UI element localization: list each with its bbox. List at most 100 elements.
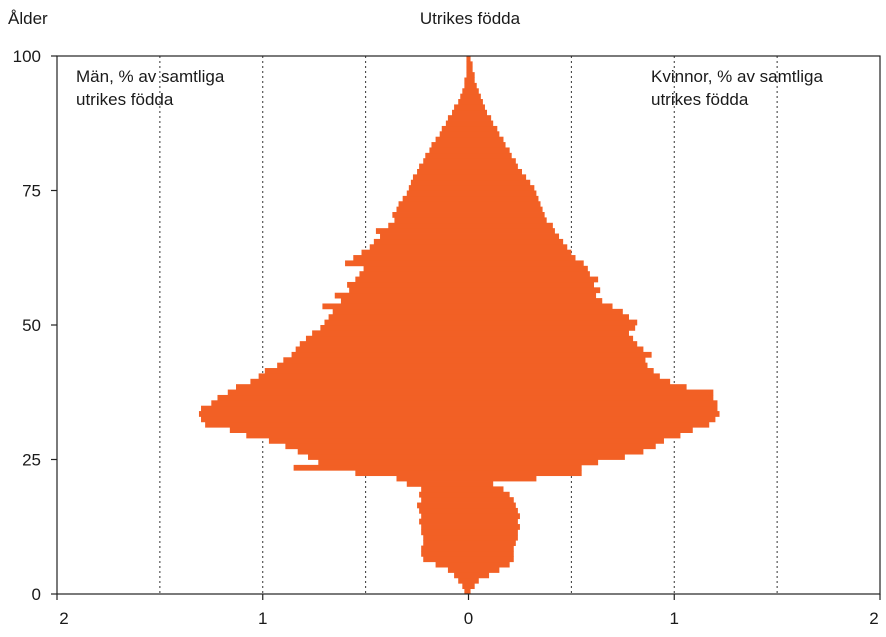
bar-right-age-72: [468, 201, 541, 208]
left-series-label-line2: utrikes födda: [76, 90, 174, 109]
bar-right-age-65: [468, 238, 564, 245]
bar-left-age-90: [454, 104, 469, 111]
x-tick-label-2: 0: [464, 609, 473, 628]
bar-right-age-36: [468, 394, 714, 401]
bar-left-age-63: [361, 249, 469, 256]
bar-right-age-56: [468, 287, 601, 294]
bar-left-age-19: [421, 486, 469, 493]
bar-right-age-93: [468, 88, 479, 95]
bar-left-age-86: [441, 125, 469, 132]
bar-left-age-48: [312, 330, 469, 337]
bar-left-age-92: [460, 93, 469, 100]
bar-left-age-21: [396, 475, 469, 482]
bar-right-age-26: [468, 448, 644, 455]
bar-left-age-36: [217, 394, 469, 401]
x-tick-label-0: 2: [59, 609, 68, 628]
bar-left-age-70: [392, 212, 469, 218]
bar-left-age-12: [421, 524, 469, 530]
bar-right-age-59: [468, 271, 590, 277]
bar-left-age-69: [394, 217, 469, 224]
bar-left-age-46: [299, 341, 469, 347]
bar-right-age-28: [468, 437, 664, 444]
bar-left-age-0: [464, 588, 469, 595]
bar-left-age-95: [464, 77, 469, 84]
bar-right-age-45: [468, 346, 644, 353]
bar-left-age-8: [421, 545, 469, 552]
bar-left-age-20: [406, 481, 469, 487]
bar-left-age-1: [462, 583, 469, 590]
bar-left-age-52: [332, 308, 469, 315]
bar-left-age-16: [417, 502, 469, 509]
bar-left-age-17: [421, 497, 469, 503]
bar-right-age-2: [468, 577, 479, 584]
bar-left-age-77: [412, 174, 469, 181]
bar-right-age-82: [468, 147, 510, 154]
bar-right-age-74: [468, 190, 537, 197]
bar-right-age-37: [468, 389, 714, 396]
y-tick-label-50: 50: [22, 316, 41, 335]
bar-left-age-2: [458, 577, 469, 584]
bar-right-age-40: [468, 373, 660, 380]
bar-right-age-81: [468, 152, 512, 159]
bar-right-age-10: [468, 534, 518, 541]
bar-right-age-85: [468, 131, 500, 138]
bar-right-age-92: [468, 93, 481, 100]
bar-right-age-49: [468, 325, 636, 331]
bar-right-age-63: [468, 249, 572, 256]
bar-right-age-46: [468, 341, 638, 347]
bar-left-age-34: [201, 405, 469, 412]
bar-left-age-38: [236, 384, 469, 390]
bar-left-age-23: [293, 464, 469, 471]
bar-left-age-60: [363, 265, 469, 272]
bar-left-age-7: [421, 550, 469, 557]
bar-right-age-13: [468, 518, 518, 525]
bar-right-age-33: [468, 411, 720, 417]
bar-right-age-0: [468, 588, 471, 595]
bar-right-age-57: [468, 281, 595, 288]
bar-right-age-18: [468, 491, 510, 498]
bar-right-age-44: [468, 351, 652, 358]
bar-left-age-18: [419, 491, 469, 498]
bar-left-age-53: [322, 303, 469, 310]
bar-left-age-54: [340, 298, 469, 304]
y-tick-label-25: 25: [22, 451, 41, 470]
bar-right-age-96: [468, 72, 475, 78]
bar-left-age-98: [466, 61, 469, 68]
bar-left-age-10: [423, 534, 469, 541]
bar-right-age-15: [468, 507, 518, 514]
bar-left-age-94: [464, 82, 469, 89]
bar-left-age-62: [353, 255, 469, 261]
bar-left-age-50: [324, 319, 469, 326]
bar-left-age-96: [466, 72, 469, 78]
bar-right-age-51: [468, 314, 629, 321]
bar-left-age-81: [425, 152, 469, 159]
bar-right-age-60: [468, 265, 588, 272]
y-tick-label-0: 0: [32, 585, 41, 604]
bar-left-age-89: [452, 109, 469, 116]
y-tick-label-75: 75: [22, 182, 41, 201]
bar-left-age-65: [373, 238, 469, 245]
bar-right-age-27: [468, 443, 656, 450]
bar-left-age-37: [227, 389, 469, 396]
bar-right-age-78: [468, 168, 522, 175]
bar-right-age-80: [468, 158, 516, 164]
bar-right-age-5: [468, 561, 510, 568]
bar-right-age-24: [468, 459, 599, 466]
bar-right-age-75: [468, 185, 535, 191]
bar-right-age-42: [468, 362, 648, 369]
bar-right-age-67: [468, 228, 555, 234]
bar-left-age-5: [435, 561, 469, 568]
bar-left-age-59: [359, 271, 469, 277]
bar-right-age-94: [468, 82, 477, 89]
bar-right-age-6: [468, 556, 514, 563]
bar-right-age-83: [468, 142, 506, 148]
bar-left-age-61: [345, 260, 469, 267]
bar-right-age-16: [468, 502, 516, 509]
bar-left-age-45: [295, 346, 469, 353]
bar-left-age-76: [410, 179, 469, 186]
bar-right-age-39: [468, 378, 671, 385]
bar-right-age-52: [468, 308, 623, 315]
bar-right-age-68: [468, 222, 553, 229]
bar-right-age-54: [468, 298, 603, 304]
